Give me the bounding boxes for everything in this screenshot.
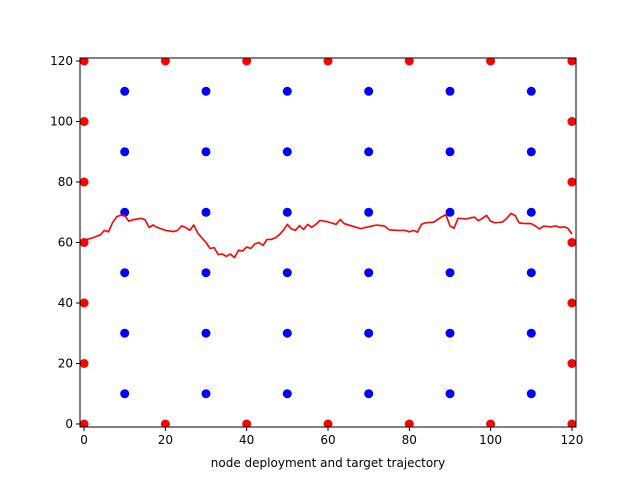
y-tick-label: 80	[58, 175, 73, 189]
x-tick-label: 60	[320, 433, 335, 447]
blue-node-point	[364, 389, 374, 399]
blue-node-point	[364, 207, 374, 217]
blue-node-point	[120, 86, 130, 96]
red-node-point	[160, 419, 170, 427]
red-node-point	[80, 419, 89, 427]
blue-node-point	[120, 328, 130, 338]
blue-node-point	[201, 328, 211, 338]
blue-node-point	[526, 389, 536, 399]
red-node-point	[160, 58, 170, 66]
blue-node-point	[201, 147, 211, 157]
blue-node-point	[120, 268, 130, 278]
red-node-point	[404, 419, 414, 427]
blue-node-point	[201, 268, 211, 278]
blue-node-point	[282, 207, 292, 217]
blue-node-point	[282, 147, 292, 157]
y-tick-label: 100	[50, 115, 73, 129]
blue-node-point	[201, 207, 211, 217]
red-node-point	[242, 419, 252, 427]
blue-node-point	[526, 268, 536, 278]
blue-node-point	[526, 207, 536, 217]
chart-marks	[80, 58, 576, 427]
red-node-point	[80, 117, 89, 126]
y-tick-label: 40	[58, 296, 73, 310]
red-node-point	[404, 58, 414, 66]
y-tick-label: 20	[58, 356, 73, 370]
blue-node-point	[282, 86, 292, 96]
blue-node-point	[526, 328, 536, 338]
blue-node-point	[526, 147, 536, 157]
x-tick-label: 40	[239, 433, 254, 447]
red-node-point	[567, 298, 576, 308]
red-node-point	[567, 177, 576, 187]
blue-node-point	[445, 268, 455, 278]
red-node-point	[567, 359, 576, 368]
red-node-point	[567, 58, 576, 66]
red-node-point	[80, 58, 89, 66]
red-node-point	[486, 419, 496, 427]
red-node-point	[242, 58, 252, 66]
blue-node-point	[282, 389, 292, 399]
blue-node-point	[445, 389, 455, 399]
y-tick-label: 60	[58, 236, 73, 250]
blue-node-point	[364, 328, 374, 338]
blue-node-point	[282, 268, 292, 278]
x-tick-label: 120	[560, 433, 583, 447]
red-node-point	[486, 58, 496, 66]
red-node-point	[323, 419, 333, 427]
red-node-point	[80, 359, 89, 368]
blue-node-point	[526, 86, 536, 96]
red-node-point	[323, 58, 333, 66]
red-node-point	[80, 177, 89, 187]
y-tick-label: 120	[50, 54, 73, 68]
blue-node-point	[445, 207, 455, 217]
plot-frame	[79, 57, 577, 428]
blue-node-point	[364, 86, 374, 96]
x-axis: 0 20 40 60 80 100 120	[80, 427, 583, 447]
blue-node-point	[445, 147, 455, 157]
blue-node-point	[445, 86, 455, 96]
blue-node-point	[120, 147, 130, 157]
blue-node-point	[364, 147, 374, 157]
x-tick-label: 100	[479, 433, 502, 447]
red-node-point	[80, 298, 89, 308]
blue-node-point	[201, 86, 211, 96]
x-tick-label: 0	[80, 433, 88, 447]
blue-node-point	[120, 389, 130, 399]
x-axis-label: node deployment and target trajectory	[211, 456, 445, 470]
y-tick-label: 0	[65, 417, 73, 431]
blue-node-point	[445, 328, 455, 338]
y-axis: 0 20 40 60 80 100 120	[50, 54, 80, 431]
x-tick-label: 20	[158, 433, 173, 447]
target-trajectory-line	[83, 212, 573, 259]
blue-node-point	[364, 268, 374, 278]
red-node-point	[567, 117, 576, 126]
x-tick-label: 80	[402, 433, 417, 447]
blue-node-point	[201, 389, 211, 399]
red-node-point	[567, 238, 576, 247]
red-node-point	[567, 419, 576, 427]
blue-node-point	[282, 328, 292, 338]
